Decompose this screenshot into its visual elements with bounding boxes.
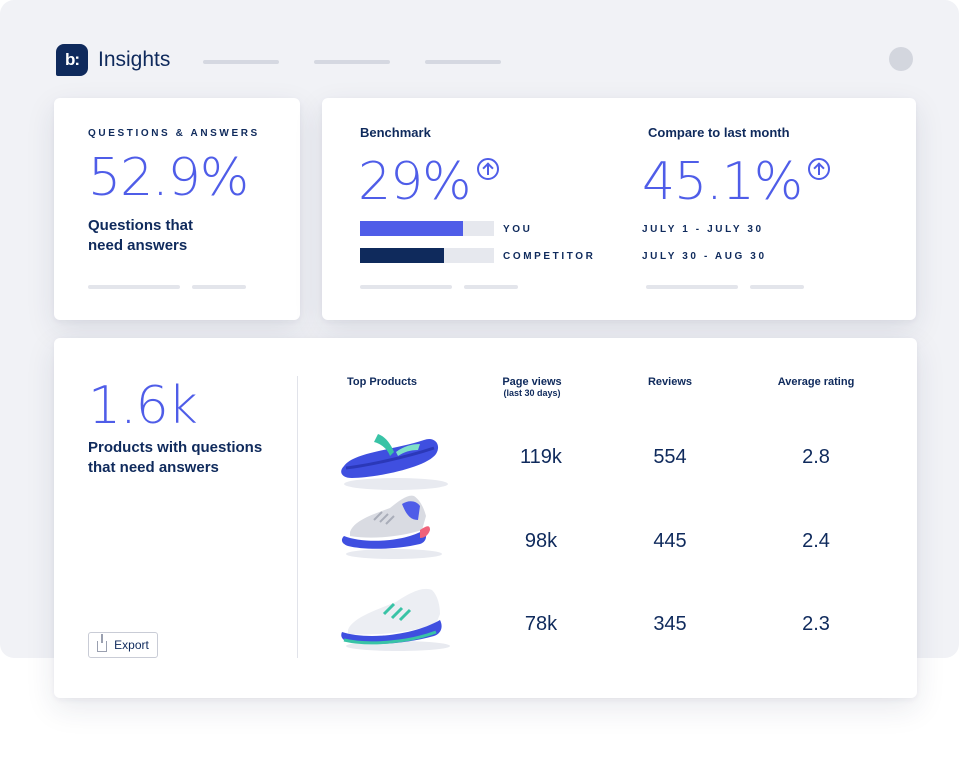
you-bar-fill [360, 221, 464, 236]
col-header-page-views: Page views (last 30 days) [472, 376, 592, 398]
qa-label-line1: Questions that [88, 217, 194, 234]
app-title: Insights [98, 48, 171, 71]
current-range-label: JULY 1 - JULY 30 [642, 224, 764, 235]
flip-flop-icon [341, 434, 448, 490]
qa-label-line2: need answers [88, 237, 188, 254]
you-bar-track [360, 221, 494, 236]
nav-item-placeholder-1[interactable] [203, 60, 279, 64]
running-shoe-icon [341, 495, 442, 559]
export-button[interactable]: Export [88, 632, 158, 658]
qa-percentage: 52.9% [88, 148, 249, 208]
questions-answers-card: QUESTIONS & ANSWERS 52.9% Questions that… [54, 98, 300, 320]
nav-item-placeholder-3[interactable] [425, 60, 501, 64]
sneaker-icon [341, 588, 450, 651]
competitor-bar-fill [360, 248, 445, 263]
app-header: b: Insights [56, 44, 170, 76]
arrow-up-icon [476, 158, 499, 180]
placeholder-line [646, 285, 738, 289]
placeholder-line [750, 285, 804, 289]
rating-cell: 2.3 [802, 613, 830, 635]
col-header-top-products: Top Products [346, 376, 418, 388]
page-views-cell: 78k [524, 613, 558, 635]
export-label: Export [114, 638, 149, 652]
qa-label: Questions that need answers [88, 216, 193, 256]
reviews-cell: 554 [653, 446, 687, 468]
placeholder-line [464, 285, 518, 289]
benchmark-card: Benchmark 29% YOU COMPETITOR Compare to … [322, 98, 916, 320]
placeholder-line [192, 285, 246, 289]
rating-cell: 2.8 [802, 446, 830, 468]
products-count: 1.6k [88, 376, 198, 436]
benchmark-value-row: 29% [358, 156, 499, 208]
card-divider [297, 376, 298, 658]
placeholder-line [88, 285, 180, 289]
qa-caption: QUESTIONS & ANSWERS [88, 128, 260, 139]
competitor-bar-track [360, 248, 494, 263]
page-views-cell: 98k [524, 530, 558, 552]
compare-value-row: 45.1% [642, 156, 831, 208]
you-label: YOU [503, 224, 533, 235]
export-icon [97, 634, 108, 652]
nav-item-placeholder-2[interactable] [314, 60, 390, 64]
page-views-header-label: Page views [502, 376, 562, 388]
col-header-average-rating: Average rating [777, 376, 855, 388]
user-avatar[interactable] [889, 47, 913, 71]
competitor-label: COMPETITOR [503, 251, 596, 262]
compare-title: Compare to last month [648, 125, 790, 140]
benchmark-value: 29% [358, 152, 472, 212]
page-views-cell: 119k [520, 446, 562, 468]
previous-range-label: JULY 30 - AUG 30 [642, 251, 767, 262]
brand-logo[interactable]: b: [56, 44, 88, 76]
products-label: Products with questions that need answer… [88, 438, 262, 478]
col-header-reviews: Reviews [647, 376, 693, 388]
page-views-header-sub: (last 30 days) [503, 388, 561, 398]
products-card: 1.6k Products with questions that need a… [54, 338, 917, 698]
compare-value: 45.1% [642, 152, 803, 212]
products-label-line2: that need answers [88, 459, 219, 476]
reviews-cell: 345 [653, 613, 687, 635]
rating-cell: 2.4 [802, 530, 830, 552]
arrow-up-icon [808, 158, 831, 180]
benchmark-title: Benchmark [360, 125, 431, 140]
products-label-line1: Products with questions [88, 439, 263, 456]
placeholder-line [360, 285, 452, 289]
reviews-cell: 445 [653, 530, 687, 552]
